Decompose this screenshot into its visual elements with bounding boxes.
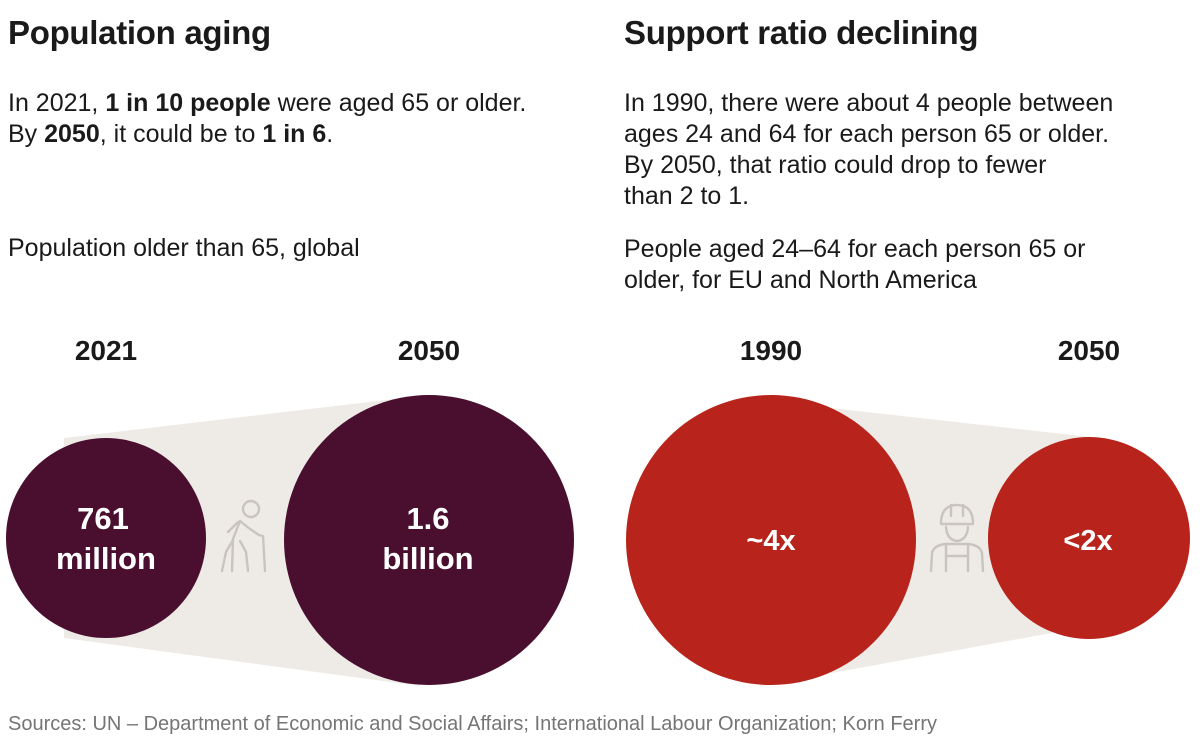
subtitle-line: older, for EU and North America	[624, 266, 977, 294]
description-line: In 2021, 1 in 10 people were aged 65 or …	[8, 89, 527, 117]
circle-2021	[6, 438, 206, 638]
panel-description: In 2021, 1 in 10 people were aged 65 or …	[8, 88, 526, 150]
value-label-2050-number: 1.6	[406, 501, 449, 536]
panel-title: Population aging	[8, 14, 271, 51]
elderly-person-with-cane-icon	[220, 499, 267, 573]
year-label-2050-population: 2050	[398, 335, 460, 366]
description-line: By 2050, that ratio could drop to fewer	[624, 151, 1047, 179]
worker-hard-hat-icon	[929, 503, 985, 573]
year-label-2050-ratio: 2050	[1058, 335, 1120, 366]
description-line: ages 24 and 64 for each person 65 or old…	[624, 120, 1110, 148]
value-label-2021-unit: million	[56, 541, 156, 576]
circle-2050-ratio	[988, 437, 1190, 639]
subtitle-line: People aged 24–64 for each person 65 or	[624, 235, 1086, 263]
value-label-2050-ratio: <2x	[1063, 525, 1112, 557]
value-label-1990: ~4x	[746, 525, 795, 557]
year-label-1990: 1990	[740, 335, 802, 366]
panel-title: Support ratio declining	[624, 14, 979, 51]
source-note: Sources: UN – Department of Economic and…	[8, 713, 937, 735]
value-label-2050-unit: billion	[382, 541, 473, 576]
value-label-2021-number: 761	[77, 501, 129, 536]
chart-subtitle: Population older than 65, global	[8, 234, 360, 262]
description-line: By 2050, it could be to 1 in 6.	[8, 120, 334, 148]
description-line: than 2 to 1.	[624, 182, 750, 210]
circle-1990	[626, 395, 916, 685]
year-label-2021: 2021	[75, 335, 137, 366]
chart-subtitle: People aged 24–64 for each person 65 or …	[624, 234, 1085, 296]
description-line: In 1990, there were about 4 people betwe…	[624, 89, 1114, 117]
circle-2050-population	[284, 395, 574, 685]
panel-description: In 1990, there were about 4 people betwe…	[624, 88, 1113, 212]
